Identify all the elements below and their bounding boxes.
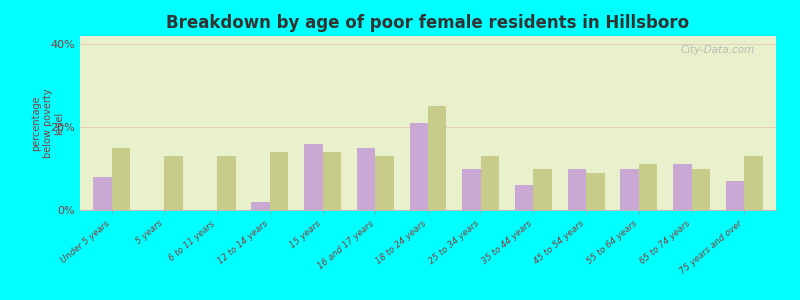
Bar [586, 173, 605, 210]
Text: City-Data.com: City-Data.com [681, 45, 755, 55]
Bar [744, 156, 763, 210]
Bar [251, 202, 270, 210]
Bar [217, 156, 235, 210]
Bar [428, 106, 446, 210]
Bar [304, 144, 322, 210]
Bar [726, 181, 744, 210]
Bar [568, 169, 586, 210]
Bar [481, 156, 499, 210]
Bar [93, 177, 112, 210]
Bar [410, 123, 428, 210]
Bar [112, 148, 130, 210]
Bar [357, 148, 375, 210]
Bar [322, 152, 341, 210]
Bar [621, 169, 639, 210]
Bar [515, 185, 534, 210]
Y-axis label: percentage
below poverty
level: percentage below poverty level [31, 88, 64, 158]
Title: Breakdown by age of poor female residents in Hillsboro: Breakdown by age of poor female resident… [166, 14, 690, 32]
Bar [673, 164, 692, 210]
Bar [534, 169, 552, 210]
Bar [462, 169, 481, 210]
Bar [692, 169, 710, 210]
Bar [164, 156, 183, 210]
Bar [270, 152, 288, 210]
Bar [375, 156, 394, 210]
Bar [639, 164, 658, 210]
